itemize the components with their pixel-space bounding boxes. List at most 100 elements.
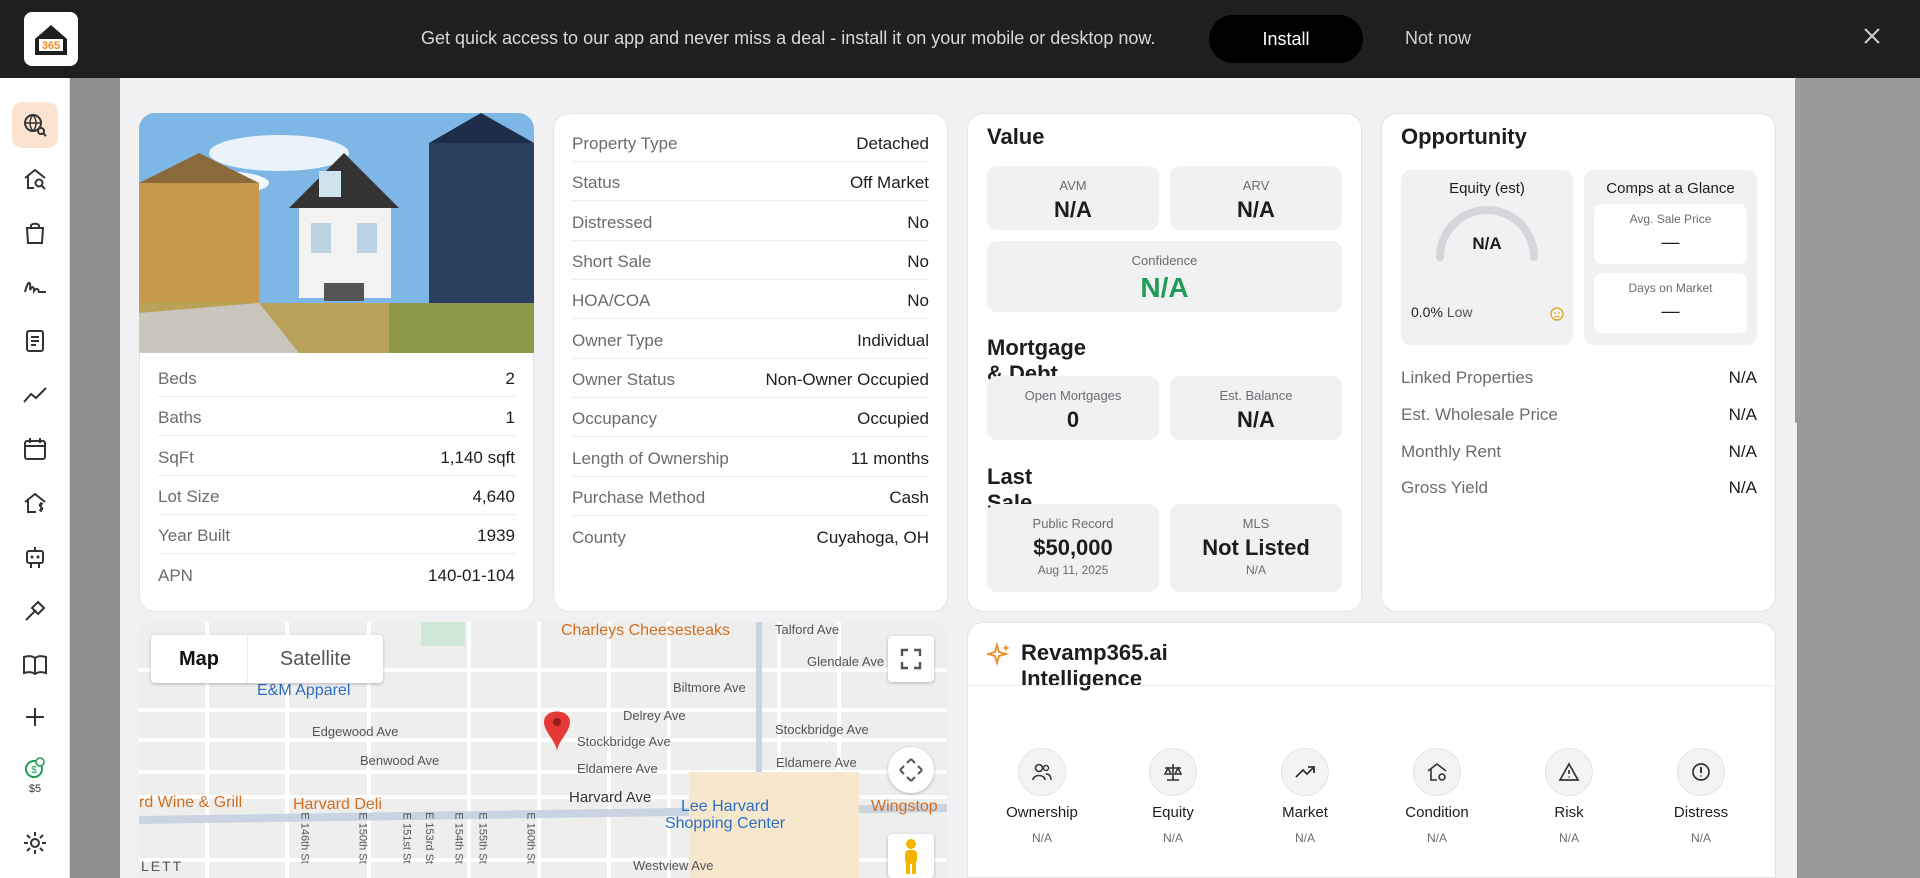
street-label: Harvard Ave	[569, 789, 652, 806]
fullscreen-button[interactable]	[888, 636, 934, 682]
street-view-pegman[interactable]	[888, 834, 934, 878]
fact-row-year-built: Year Built 1939	[158, 526, 515, 546]
nav-signature[interactable]	[12, 264, 58, 310]
public-record-tile: Public Record $50,000 Aug 11, 2025	[987, 504, 1159, 592]
map-pan-control[interactable]	[888, 747, 934, 793]
detail-label: Status	[572, 173, 621, 192]
nav-robot[interactable]	[12, 534, 58, 580]
property-photo[interactable]	[139, 113, 534, 353]
home-gear-icon	[1427, 762, 1447, 781]
intel-ownership[interactable]: Ownership N/A	[982, 748, 1102, 845]
credit-coin-icon: $	[25, 757, 45, 778]
detail-value: Individual	[857, 331, 929, 350]
install-button[interactable]: Install	[1209, 15, 1363, 63]
comps-title: Comps at a Glance	[1606, 180, 1735, 197]
intel-market[interactable]: Market N/A	[1245, 748, 1365, 845]
detail-value: 11 months	[850, 449, 929, 468]
detail-label: HOA/COA	[572, 291, 651, 310]
opportunity-label: Monthly Rent	[1401, 442, 1502, 461]
divider	[158, 514, 515, 515]
intel-risk[interactable]: Risk N/A	[1509, 748, 1629, 845]
detail-label: Purchase Method	[572, 488, 706, 507]
detail-row: Owner Type Individual	[572, 331, 929, 351]
globe-search-icon	[24, 114, 47, 137]
avm-value: N/A	[1054, 197, 1092, 222]
divider	[572, 161, 929, 162]
trend-line-icon	[23, 387, 47, 403]
poi-label[interactable]: Harvard Deli	[293, 796, 382, 813]
fact-row-apn: APN 140-01-104	[158, 566, 515, 586]
nav-analytics[interactable]	[12, 372, 58, 418]
days-on-market-value: —	[1661, 301, 1680, 321]
map-type-map[interactable]: Map	[179, 647, 219, 670]
street-label: Stockbridge Ave	[775, 722, 869, 737]
signature-icon	[24, 281, 46, 295]
mls-label: MLS	[1242, 516, 1270, 531]
poi-label[interactable]: rd Wine & Grill	[139, 794, 243, 811]
poi-label[interactable]: Wingstop	[871, 798, 938, 815]
intel-value: N/A	[1162, 831, 1183, 845]
poi-label[interactable]: Charleys Cheesesteaks	[561, 622, 730, 639]
divider	[572, 318, 929, 319]
nav-calendar[interactable]	[12, 426, 58, 472]
public-record-label: Public Record	[1032, 516, 1114, 531]
close-icon[interactable]	[1860, 24, 1884, 48]
intel-value: N/A	[1031, 831, 1052, 845]
divider	[572, 200, 929, 201]
home-search-icon	[24, 168, 46, 190]
nav-guide[interactable]	[12, 642, 58, 688]
sparkle-icon	[987, 642, 1010, 666]
open-mortgages-value: 0	[1066, 407, 1080, 432]
intelligence-card	[967, 622, 1776, 878]
nav-shopping[interactable]	[12, 210, 58, 256]
avg-sale-box: Avg. Sale Price —	[1594, 204, 1747, 264]
fullscreen-icon	[900, 648, 922, 670]
scale-icon	[1163, 764, 1183, 781]
detail-row: Purchase Method Cash	[572, 488, 929, 508]
not-now-button[interactable]: Not now	[1405, 28, 1472, 48]
banner-message: Get quick access to our app and never mi…	[421, 28, 1156, 48]
divider	[158, 435, 515, 436]
app-logo: 365	[24, 12, 78, 66]
poi-label[interactable]: E&M Apparel	[257, 682, 351, 699]
intel-distress[interactable]: Distress N/A	[1641, 748, 1761, 845]
intel-value: N/A	[1690, 831, 1711, 845]
open-mortgages-tile: Open Mortgages 0	[987, 376, 1159, 440]
pan-arrows-icon	[899, 758, 923, 782]
intel-equity[interactable]: Equity N/A	[1113, 748, 1233, 845]
alert-circle-icon	[1692, 763, 1710, 781]
opportunity-value: N/A	[1728, 478, 1757, 497]
nav-documents[interactable]	[12, 318, 58, 364]
intel-condition[interactable]: Condition N/A	[1377, 748, 1497, 845]
fact-label: Beds	[158, 369, 197, 388]
detail-value: No	[907, 213, 929, 232]
nav-home-search[interactable]	[12, 156, 58, 202]
credit-balance[interactable]: $ $5	[12, 756, 58, 795]
map-type-toggle: Map Satellite	[151, 635, 383, 683]
est-balance-label: Est. Balance	[1219, 388, 1293, 403]
fact-label: Lot Size	[158, 487, 220, 506]
divider	[158, 553, 515, 554]
map-type-satellite[interactable]: Satellite	[247, 635, 383, 683]
detail-value: Occupied	[857, 409, 929, 428]
opportunity-value: N/A	[1728, 442, 1757, 461]
poi-label[interactable]: Lee Harvard Shopping Center	[664, 798, 786, 832]
equity-level: Low	[1446, 304, 1473, 320]
detail-row: Occupancy Occupied	[572, 409, 929, 429]
nav-tools[interactable]	[12, 588, 58, 634]
nav-globe-search[interactable]	[12, 102, 58, 148]
detail-row: HOA/COA No	[572, 291, 929, 311]
street-label: E 160th St	[524, 812, 537, 864]
modal-scrollbar[interactable]	[1795, 78, 1800, 423]
street-label: E 154th St	[452, 812, 465, 864]
street-label: Delrey Ave	[623, 708, 686, 723]
svg-text:365: 365	[42, 40, 60, 52]
nav-home-value[interactable]	[12, 480, 58, 526]
neutral-face-icon	[1550, 307, 1564, 321]
detail-label: Property Type	[572, 134, 678, 153]
nav-add[interactable]	[12, 694, 58, 740]
arv-value: N/A	[1237, 197, 1275, 222]
users-icon	[1032, 763, 1052, 781]
nav-settings[interactable]	[12, 820, 58, 866]
robot-icon	[26, 547, 44, 568]
